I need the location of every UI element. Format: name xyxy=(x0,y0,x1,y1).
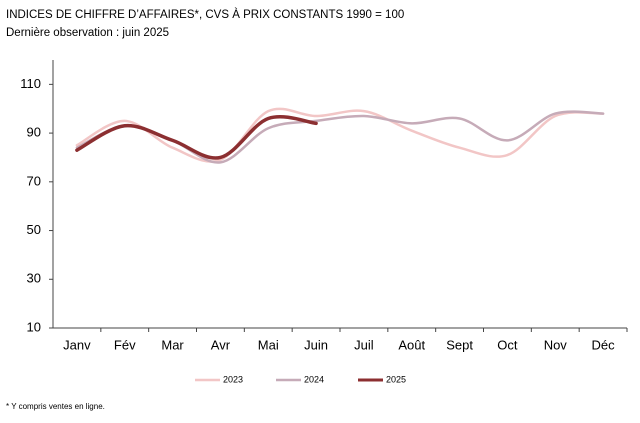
x-tick-label: Déc xyxy=(592,337,616,352)
legend-label: 2023 xyxy=(223,374,243,384)
x-tick-label: Avr xyxy=(211,337,231,352)
x-tick-label: Nov xyxy=(544,337,568,352)
x-tick-label: Juil xyxy=(354,337,374,352)
x-tick-label: Oct xyxy=(497,337,518,352)
chart-title: INDICES DE CHIFFRE D’AFFAIRES*, CVS À PR… xyxy=(6,8,404,21)
line-series xyxy=(75,114,318,160)
x-tick-label: Juin xyxy=(304,337,328,352)
y-tick-label: 110 xyxy=(20,76,41,91)
footnote: * Y compris ventes en ligne. xyxy=(6,402,105,411)
x-tick-label: Mar xyxy=(161,337,184,352)
y-tick-label: 50 xyxy=(27,222,41,237)
x-tick-label: Sept xyxy=(446,337,473,352)
x-tick-label: Fév xyxy=(114,337,136,352)
y-tick-label: 90 xyxy=(27,125,41,140)
legend-label: 2024 xyxy=(304,374,324,384)
y-tick-label: 10 xyxy=(27,319,41,334)
x-tick-label: Janv xyxy=(63,337,91,352)
line-series xyxy=(75,107,605,163)
x-tick-label: Mai xyxy=(258,337,279,352)
chart-subtitle: Dernière observation : juin 2025 xyxy=(6,27,169,39)
x-tick-label: Août xyxy=(398,337,425,352)
y-tick-label: 30 xyxy=(27,271,41,286)
legend-label: 2025 xyxy=(386,374,406,384)
y-tick-label: 70 xyxy=(27,173,41,188)
